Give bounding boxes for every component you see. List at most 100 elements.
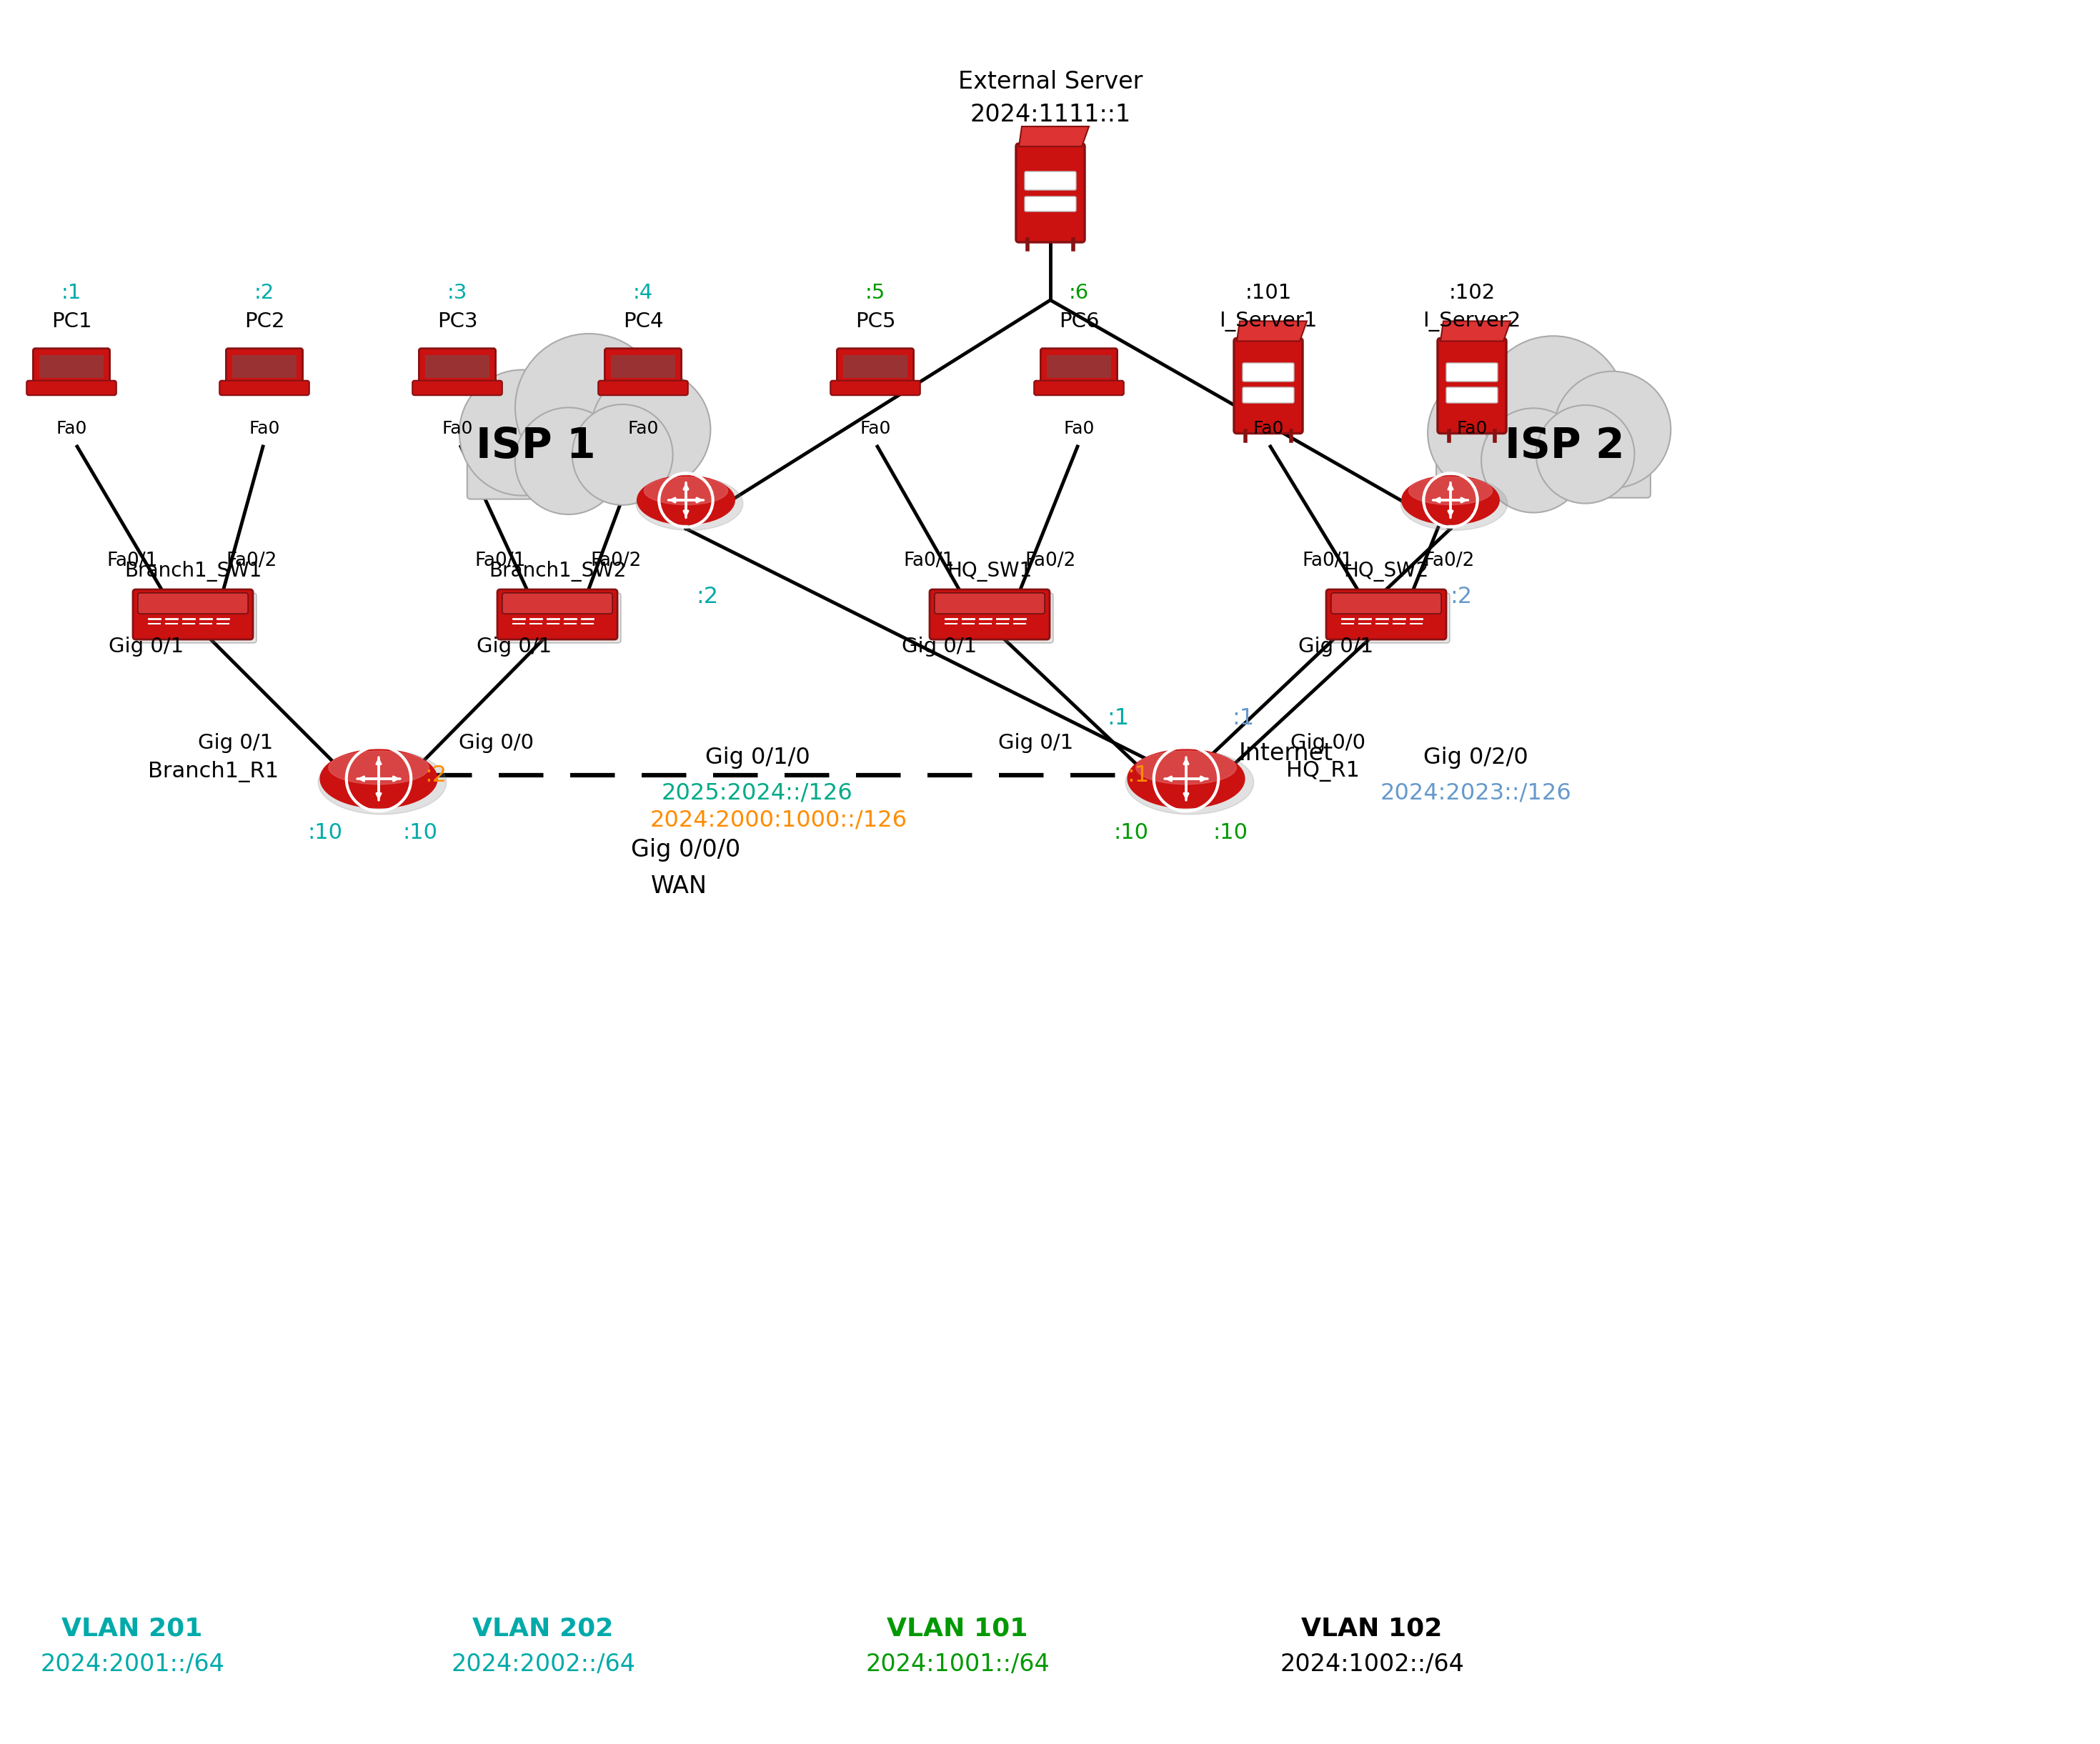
Text: VLAN 202: VLAN 202 [472,1617,613,1641]
Text: PC3: PC3 [437,312,477,331]
FancyBboxPatch shape [132,589,252,640]
Text: HQ_SW1: HQ_SW1 [947,562,1033,581]
FancyBboxPatch shape [605,349,680,384]
FancyBboxPatch shape [838,349,913,384]
Text: PC4: PC4 [624,312,664,331]
FancyBboxPatch shape [1327,589,1447,640]
Text: Gig 0/0/0: Gig 0/0/0 [632,839,741,862]
Text: Gig 0/2/0: Gig 0/2/0 [1424,746,1529,769]
FancyBboxPatch shape [420,349,496,384]
FancyBboxPatch shape [1025,171,1075,190]
Circle shape [1480,408,1586,513]
Circle shape [514,333,664,481]
Text: Gig 0/1: Gig 0/1 [997,732,1073,753]
Text: Fa0: Fa0 [1063,420,1094,438]
FancyBboxPatch shape [34,349,109,384]
Text: :1: :1 [1128,764,1149,787]
Text: 2024:1001::/64: 2024:1001::/64 [865,1653,1050,1676]
FancyBboxPatch shape [932,593,1054,644]
Circle shape [571,405,672,506]
Text: ISP 1: ISP 1 [477,426,596,467]
Text: Gig 0/1: Gig 0/1 [903,637,976,656]
FancyBboxPatch shape [844,354,907,378]
Circle shape [1428,371,1550,494]
Ellipse shape [319,750,447,814]
FancyBboxPatch shape [40,354,103,378]
FancyBboxPatch shape [830,380,920,396]
Text: 2024:1111::1: 2024:1111::1 [970,103,1130,126]
FancyBboxPatch shape [1243,363,1294,382]
Text: :2: :2 [254,283,275,303]
FancyBboxPatch shape [1438,338,1506,433]
Text: Fa0: Fa0 [57,420,86,438]
Text: 2025:2024::/126: 2025:2024::/126 [662,781,853,804]
FancyBboxPatch shape [502,593,613,614]
FancyBboxPatch shape [220,380,309,396]
Text: :1: :1 [61,283,82,303]
Ellipse shape [1136,752,1237,785]
Text: :4: :4 [632,283,653,303]
Text: 2024:2001::/64: 2024:2001::/64 [40,1653,225,1676]
Ellipse shape [636,476,735,525]
Ellipse shape [319,750,437,807]
Ellipse shape [1409,476,1493,504]
FancyBboxPatch shape [1436,406,1651,497]
Text: 2024:2023::/126: 2024:2023::/126 [1380,781,1571,804]
FancyBboxPatch shape [1243,387,1294,403]
FancyBboxPatch shape [233,354,296,378]
FancyBboxPatch shape [502,593,622,644]
FancyBboxPatch shape [139,593,248,614]
Ellipse shape [636,478,743,530]
Text: PC6: PC6 [1058,312,1098,331]
FancyBboxPatch shape [1016,143,1086,242]
Text: :3: :3 [447,283,468,303]
Text: :6: :6 [1069,283,1090,303]
Text: Gig 0/1: Gig 0/1 [197,732,273,753]
Circle shape [1554,371,1672,488]
Text: 2024:1002::/64: 2024:1002::/64 [1279,1653,1464,1676]
Text: :5: :5 [865,283,886,303]
Polygon shape [1018,127,1090,146]
Text: ISP 2: ISP 2 [1506,426,1625,467]
Text: Gig 0/1/0: Gig 0/1/0 [706,746,811,769]
Text: Fa0: Fa0 [1457,420,1487,438]
FancyBboxPatch shape [498,589,617,640]
Text: :1: :1 [1107,706,1130,729]
Text: HQ_SW2: HQ_SW2 [1344,562,1428,581]
Text: Fa0/2: Fa0/2 [227,551,277,570]
Text: :102: :102 [1449,283,1495,303]
Text: Fa0/2: Fa0/2 [1424,551,1474,570]
Ellipse shape [328,752,428,785]
Text: Fa0/1: Fa0/1 [107,551,157,570]
Text: Branch1_SW1: Branch1_SW1 [124,562,262,582]
FancyBboxPatch shape [136,593,256,644]
Ellipse shape [1401,478,1508,530]
Text: Fa0: Fa0 [859,420,890,438]
Text: Branch1_R1: Branch1_R1 [147,760,279,783]
FancyBboxPatch shape [1042,349,1117,384]
Text: :10: :10 [307,821,342,842]
Text: VLAN 101: VLAN 101 [886,1617,1029,1641]
Text: Gig 0/1: Gig 0/1 [1298,637,1373,656]
FancyBboxPatch shape [1048,354,1111,378]
Text: WAN: WAN [651,874,708,898]
Text: VLAN 201: VLAN 201 [61,1617,204,1641]
Text: VLAN 102: VLAN 102 [1302,1617,1443,1641]
FancyBboxPatch shape [227,349,302,384]
FancyBboxPatch shape [1033,380,1124,396]
Text: 2024:2002::/64: 2024:2002::/64 [452,1653,634,1676]
Circle shape [590,370,710,490]
Text: Gig 0/0: Gig 0/0 [460,732,533,753]
Ellipse shape [1401,476,1499,525]
Text: Fa0: Fa0 [1254,420,1283,438]
Text: Gig 0/0: Gig 0/0 [1289,732,1365,753]
FancyBboxPatch shape [930,589,1050,640]
Ellipse shape [1128,750,1245,807]
Text: I_Server2: I_Server2 [1424,312,1520,331]
Circle shape [514,408,622,514]
Ellipse shape [1126,750,1254,814]
Text: PC2: PC2 [244,312,286,331]
Text: External Server: External Server [958,70,1142,94]
FancyBboxPatch shape [1235,338,1302,433]
FancyBboxPatch shape [1331,593,1441,614]
